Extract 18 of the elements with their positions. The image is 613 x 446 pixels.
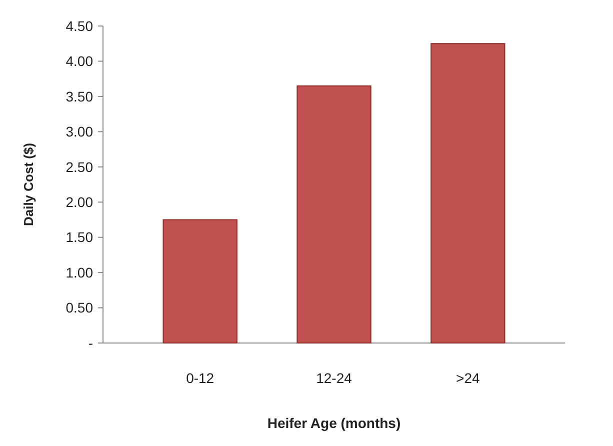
x-tick-label: 0-12: [186, 370, 214, 386]
y-tick-label: 2.50: [66, 158, 94, 175]
y-tick-label: 1.00: [66, 264, 94, 280]
bar: [296, 85, 372, 344]
y-axis-title: Daily Cost ($): [21, 142, 36, 226]
y-tick-label: -: [88, 334, 94, 351]
bar: [162, 219, 238, 344]
y-tick-label: 0.50: [66, 300, 94, 316]
x-axis-title: Heifer Age (months): [267, 415, 401, 431]
y-tick-label: 2.00: [66, 194, 94, 210]
x-tick-label: >24: [456, 370, 480, 386]
x-tick-label: 12-24: [316, 370, 352, 386]
y-tick-label: 4.50: [66, 18, 94, 34]
y-tick-label: 3.00: [66, 124, 94, 140]
y-tick-label: 1.50: [66, 229, 94, 246]
y-tick-label: 4.00: [66, 53, 94, 70]
y-tick-label: 3.50: [66, 88, 94, 104]
bar: [430, 43, 506, 344]
